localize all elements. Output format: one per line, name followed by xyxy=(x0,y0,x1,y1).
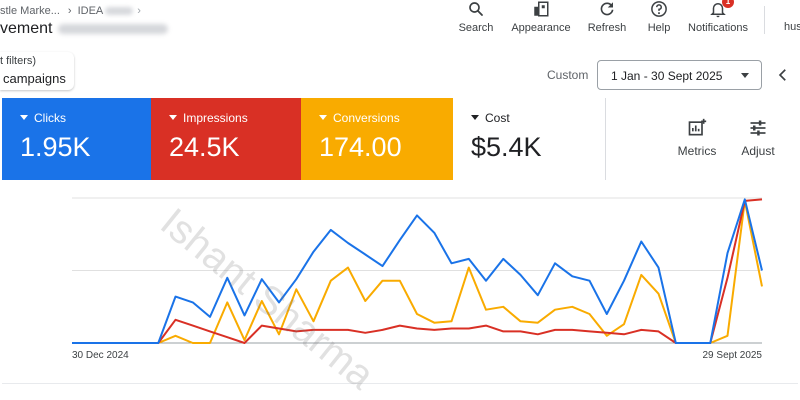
scope-label: campaigns xyxy=(3,71,66,86)
metric-value-conversions: 174.00 xyxy=(319,132,402,162)
page-title: vement xyxy=(0,20,169,38)
line-chart: 30 Dec 2024 29 Sept 2025 xyxy=(72,197,763,361)
metric-name-impressions: Impressions xyxy=(169,111,248,125)
appearance-label: Appearance xyxy=(511,22,571,34)
series-line-impressions xyxy=(72,198,763,344)
adjust-button[interactable]: Adjust xyxy=(736,118,780,158)
breadcrumb: stle Marke... › IDEA › xyxy=(0,5,141,17)
redacted-text xyxy=(58,23,169,34)
metric-name-clicks: Clicks xyxy=(20,111,66,125)
campaign-filter-chip[interactable]: t filters) campaigns xyxy=(0,52,74,90)
metric-tile-conversions[interactable]: Conversions 174.00 xyxy=(301,98,453,180)
filter-text: t filters) xyxy=(0,55,37,67)
chevron-right-icon: › xyxy=(137,5,141,17)
breadcrumb-campaign[interactable]: IDEA xyxy=(77,5,104,17)
metric-tile-clicks[interactable]: Clicks 1.95K xyxy=(2,98,151,180)
dropdown-triangle-icon xyxy=(169,115,177,121)
help-label: Help xyxy=(647,22,671,34)
appearance-icon xyxy=(534,1,549,17)
chevron-right-icon: › xyxy=(67,5,72,17)
notifications-button[interactable]: 1 Notifications xyxy=(686,0,750,40)
add-chart-icon xyxy=(688,118,707,136)
series-line-conversions xyxy=(72,199,763,344)
metric-name-conversions: Conversions xyxy=(319,111,400,125)
dropdown-triangle-icon xyxy=(471,115,479,121)
chevron-left-icon[interactable] xyxy=(774,66,792,84)
search-icon xyxy=(469,2,483,16)
refresh-button[interactable]: Refresh xyxy=(585,0,629,40)
refresh-label: Refresh xyxy=(587,22,627,34)
metrics-button[interactable]: Metrics xyxy=(672,118,722,158)
date-range-type-label: Custom xyxy=(547,68,589,82)
refresh-icon xyxy=(600,2,614,16)
metric-value-impressions: 24.5K xyxy=(169,132,240,162)
search-button[interactable]: Search xyxy=(457,0,495,40)
metric-label: Cost xyxy=(485,111,510,125)
series-line-clicks xyxy=(72,198,763,344)
metric-tile-cost[interactable]: Cost $5.4K xyxy=(453,98,605,180)
chart-actions: Metrics Adjust xyxy=(605,98,798,180)
adjust-label: Adjust xyxy=(741,144,775,158)
metric-label: Clicks xyxy=(34,111,66,125)
help-button[interactable]: Help xyxy=(644,0,674,40)
appearance-button[interactable]: Appearance xyxy=(510,0,572,40)
metrics-label: Metrics xyxy=(677,144,717,158)
notification-count-badge: 1 xyxy=(722,0,734,8)
performance-chart: 30 Dec 2024 29 Sept 2025 xyxy=(2,180,798,384)
tune-icon xyxy=(750,120,766,136)
metric-label: Conversions xyxy=(333,111,400,125)
chart-grid xyxy=(72,197,762,344)
metric-value-clicks: 1.95K xyxy=(20,132,91,162)
dropdown-caret-icon xyxy=(741,73,749,78)
page-title-text: vement xyxy=(0,20,53,37)
date-range-value: 1 Jan - 30 Sept 2025 xyxy=(611,69,723,83)
search-label: Search xyxy=(458,22,494,34)
bell-icon xyxy=(710,3,726,18)
metric-label: Impressions xyxy=(183,111,248,125)
metric-tiles: Clicks 1.95K Impressions 24.5K Conversio… xyxy=(2,98,798,180)
account-label[interactable]: hus xyxy=(784,21,800,33)
notifications-label: Notifications xyxy=(688,22,748,34)
top-bar: stle Marke... › IDEA › vement Search Appear… xyxy=(0,0,800,48)
metric-value-cost: $5.4K xyxy=(471,132,542,162)
dropdown-triangle-icon xyxy=(319,115,327,121)
chart-series xyxy=(72,198,763,344)
help-icon xyxy=(651,1,667,17)
x-axis-start-label: 30 Dec 2024 xyxy=(72,350,129,361)
date-range-select[interactable]: 1 Jan - 30 Sept 2025 xyxy=(597,60,762,90)
redacted-text xyxy=(105,7,134,16)
x-axis-end-label: 29 Sept 2025 xyxy=(703,350,763,361)
metric-name-cost: Cost xyxy=(471,111,510,125)
dropdown-triangle-icon xyxy=(20,115,28,121)
toolbar-divider xyxy=(764,6,765,34)
metric-tile-impressions[interactable]: Impressions 24.5K xyxy=(151,98,301,180)
breadcrumb-account[interactable]: stle Marke... xyxy=(0,5,60,17)
